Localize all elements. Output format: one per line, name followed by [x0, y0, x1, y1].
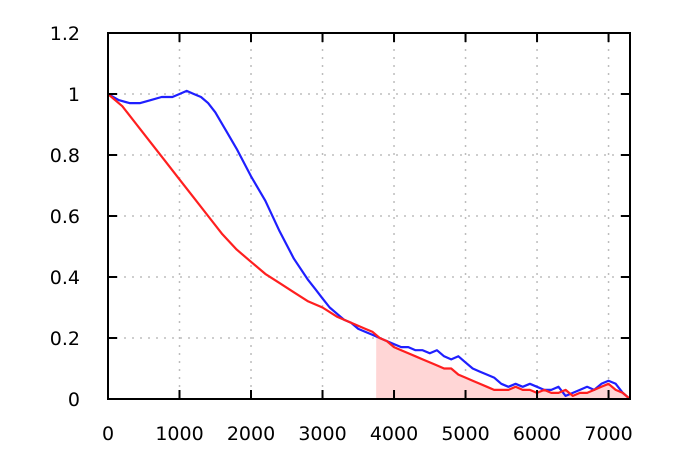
shaded-area [376, 334, 630, 399]
x-tick-label: 5000 [441, 423, 489, 445]
grid-layer [108, 33, 630, 399]
x-tick-label: 7000 [584, 423, 632, 445]
y-tick-label: 0.4 [50, 267, 80, 289]
x-tick-label: 2000 [227, 423, 275, 445]
y-tick-label: 0.2 [50, 328, 80, 350]
x-tick-label: 0 [102, 423, 114, 445]
y-tick-label: 1.2 [50, 23, 80, 45]
y-tick-label: 0.6 [50, 206, 80, 228]
tick-label-layer: 0 1000 2000 3000 4000 5000 6000 7000 0 0.2 0.4 0.6 0… [50, 23, 633, 445]
tick-layer [108, 33, 630, 399]
series-line-red [107, 93, 631, 400]
x-tick-label: 1000 [155, 423, 203, 445]
series-line-blue [107, 89, 631, 400]
shaded-region-layer [376, 334, 630, 399]
plot-frame [107, 32, 631, 400]
x-tick-label: 4000 [370, 423, 418, 445]
y-tick-label: 0.8 [50, 145, 80, 167]
x-tick-label: 6000 [513, 423, 561, 445]
x-tick-label: 3000 [298, 423, 346, 445]
y-tick-label: 1 [68, 84, 80, 106]
series-layer [107, 89, 631, 400]
y-tick-label: 0 [68, 389, 80, 411]
